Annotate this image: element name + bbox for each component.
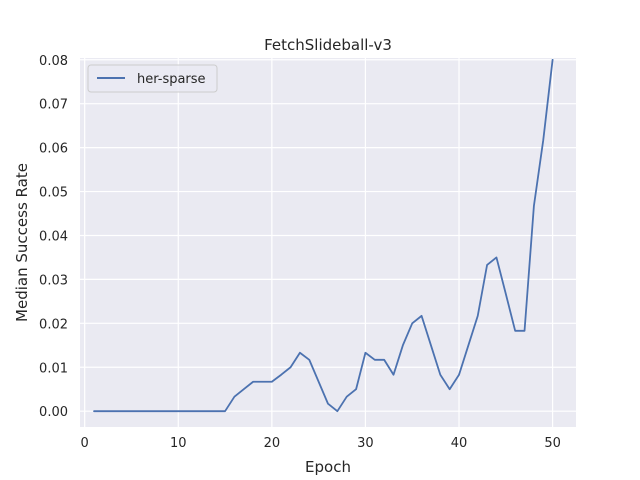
y-tick-label: 0.02 (39, 317, 68, 332)
y-tick-label: 0.08 (39, 54, 68, 69)
series-layer (93, 58, 554, 413)
y-tick-label: 0.05 (39, 186, 68, 201)
y-tick-label: 0.00 (39, 405, 68, 420)
y-tick-label: 0.04 (39, 229, 68, 244)
y-tick-label: 0.03 (39, 273, 68, 288)
series-line-her-sparse (93, 58, 554, 413)
grid (80, 58, 576, 427)
chart-title: FetchSlideball-v3 (264, 36, 392, 54)
legend: her-sparse (87, 64, 218, 93)
y-axis-label: Median Success Rate (13, 163, 31, 322)
y-axis-ticks: 0.00 0.01 0.02 0.03 0.04 0.05 0.06 0.07 0.08 (39, 54, 68, 420)
x-tick-label: 30 (357, 436, 374, 451)
y-tick-label: 0.07 (39, 98, 68, 113)
x-axis-ticks: 0 10 20 30 40 50 (81, 436, 561, 451)
x-tick-label: 10 (170, 436, 187, 451)
x-tick-label: 0 (81, 436, 89, 451)
y-tick-label: 0.06 (39, 142, 68, 157)
plot-area (80, 58, 576, 427)
x-axis-label: Epoch (305, 458, 351, 476)
legend-box (87, 64, 218, 93)
legend-entry-label: her-sparse (137, 72, 206, 87)
x-tick-label: 50 (544, 436, 561, 451)
x-tick-label: 40 (451, 436, 468, 451)
x-tick-label: 20 (264, 436, 281, 451)
y-tick-label: 0.01 (39, 361, 68, 376)
